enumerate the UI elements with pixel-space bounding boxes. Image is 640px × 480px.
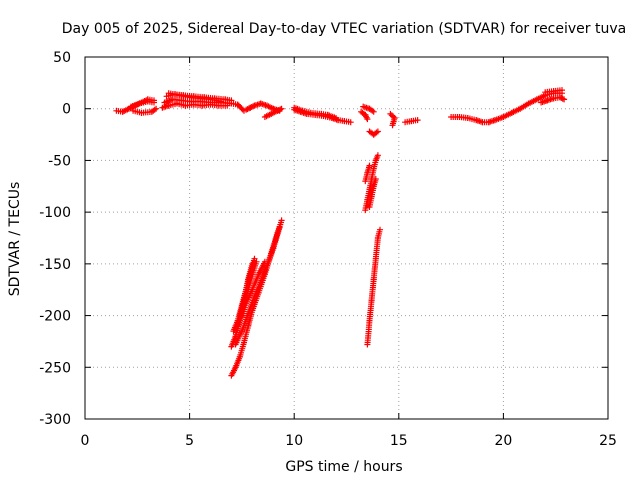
y-tick-label: -100 [39, 205, 71, 221]
data-point [278, 105, 285, 112]
data-point [556, 94, 563, 101]
data-series-segment [128, 98, 157, 110]
data-point [276, 224, 283, 231]
data-series-segment [402, 117, 421, 126]
x-tick-label: 5 [185, 433, 194, 449]
data-series-segment [228, 100, 247, 114]
data-series-segment [448, 90, 565, 126]
data-series-segment [538, 94, 568, 106]
data-point [251, 255, 258, 262]
data-series-segment [366, 176, 379, 210]
data-point [278, 217, 285, 224]
data-points [113, 87, 568, 379]
data-point [333, 115, 339, 121]
y-tick-label: 0 [62, 102, 71, 118]
plot-frame [84, 56, 609, 420]
data-point [559, 95, 566, 102]
x-tick-label: 20 [494, 433, 512, 449]
data-point [372, 176, 379, 182]
data-series-segment [291, 104, 339, 121]
data-point [559, 87, 565, 94]
data-point [366, 162, 373, 169]
data-series-segment [236, 260, 256, 319]
data-point [389, 122, 396, 129]
data-series-segment [358, 108, 371, 123]
y-tick-label: -150 [39, 257, 71, 273]
data-series-segment [360, 103, 377, 115]
data-series-segment [366, 128, 381, 138]
data-point [153, 105, 160, 112]
data-series-segment [261, 105, 285, 120]
y-tick-label: -50 [48, 153, 71, 169]
data-point [561, 96, 568, 103]
data-point [218, 98, 224, 105]
y-tick-label: -250 [39, 360, 71, 376]
data-point [277, 106, 284, 113]
data-series-segment [387, 110, 398, 129]
x-tick-label: 0 [81, 433, 90, 449]
y-tick-label: 50 [53, 50, 71, 66]
data-point [370, 108, 377, 115]
data-series-segment [130, 105, 160, 116]
y-tick-label: -300 [39, 412, 71, 428]
data-point [364, 116, 371, 123]
data-point [151, 99, 157, 106]
y-tick-label: -200 [39, 309, 71, 325]
data-point [558, 95, 565, 101]
x-axis-label: GPS time / hours [285, 459, 402, 475]
x-tick-label: 25 [599, 433, 617, 449]
data-series-segment [165, 90, 224, 105]
data-point [347, 119, 354, 126]
data-series-segment [232, 224, 283, 348]
x-tick-label: 10 [285, 433, 303, 449]
data-point [377, 226, 383, 233]
data-point [374, 128, 381, 135]
x-tick-label: 15 [390, 433, 408, 449]
data-point [363, 114, 370, 121]
y-axis-label: SDTVAR / TECUs [7, 182, 23, 297]
data-series-segment [542, 87, 565, 96]
data-point [414, 117, 421, 124]
data-point [374, 152, 381, 159]
grid-lines [85, 57, 608, 419]
data-series-segment [362, 162, 373, 185]
data-point [249, 260, 256, 267]
chart-title: Day 005 of 2025, Sidereal Day-to-day VTE… [62, 21, 626, 37]
data-series-segment [364, 226, 383, 348]
